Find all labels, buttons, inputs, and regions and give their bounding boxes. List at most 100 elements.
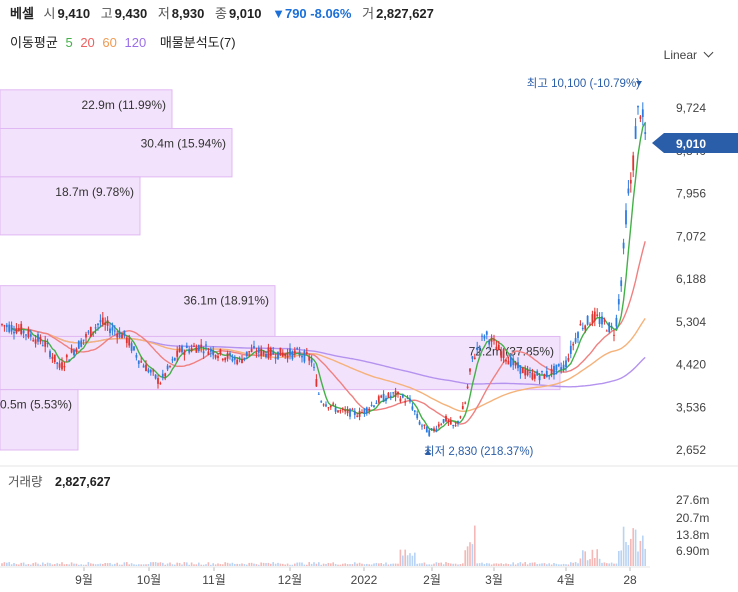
- volume-bar: [486, 563, 488, 566]
- volume-bar: [562, 563, 565, 566]
- volume-bar: [346, 564, 349, 566]
- moving-average-label[interactable]: 이동평균: [10, 35, 58, 50]
- volume-bar: [212, 563, 214, 566]
- volume-bar: [620, 550, 622, 566]
- volume-bar: [104, 563, 106, 566]
- candle: [46, 338, 49, 348]
- candle: [425, 426, 428, 433]
- candle: [161, 369, 164, 381]
- candle: [13, 325, 15, 340]
- volume-profile-label[interactable]: 매물분석도(7): [159, 35, 236, 50]
- candle: [51, 353, 54, 363]
- volume-bar: [198, 562, 200, 566]
- volume-bar: [306, 564, 308, 566]
- volume-bar: [30, 564, 32, 566]
- volume-bar: [68, 564, 70, 566]
- candle: [358, 407, 361, 421]
- volume-bar: [286, 563, 289, 566]
- candle: [207, 348, 210, 356]
- candle: [257, 345, 260, 358]
- volume-bar: [483, 563, 486, 566]
- volume-bar: [493, 563, 495, 566]
- volume-bar: [159, 562, 162, 566]
- candle: [173, 357, 176, 362]
- volume-bar: [121, 564, 123, 566]
- candle: [169, 365, 171, 369]
- candle: [101, 311, 104, 327]
- candle: [644, 121, 647, 140]
- candle: [641, 102, 644, 126]
- candle: [373, 404, 375, 408]
- candle: [121, 332, 123, 339]
- min-marker-icon: [425, 449, 431, 455]
- y-tick-label: 2,652: [676, 443, 706, 457]
- candle: [123, 330, 126, 339]
- ma20-label[interactable]: 20: [80, 35, 95, 50]
- volume-bar: [579, 558, 582, 566]
- volume-bar: [570, 562, 572, 566]
- volume-bar: [354, 562, 356, 566]
- candle: [579, 320, 582, 326]
- candle: [284, 353, 287, 359]
- candle: [166, 363, 169, 372]
- volume-bar: [414, 552, 416, 566]
- low-value: 8,930: [171, 6, 205, 21]
- candle: [265, 350, 267, 359]
- candle: [593, 307, 596, 327]
- candle: [339, 409, 342, 414]
- candle: [401, 393, 404, 399]
- volume-bar: [402, 555, 404, 566]
- volume-bar: [584, 551, 586, 566]
- volume-bar: [205, 564, 207, 566]
- volume-bar: [565, 564, 567, 566]
- candle: [298, 346, 301, 358]
- scale-mode-dropdown[interactable]: Linear: [664, 47, 714, 62]
- volume-bar: [39, 564, 42, 566]
- volume-profile-bar: [0, 389, 79, 451]
- volume-bar: [46, 562, 49, 566]
- volume-bar: [471, 544, 474, 566]
- candle: [605, 329, 608, 332]
- volume-bar: [502, 564, 505, 566]
- candle: [361, 409, 363, 414]
- candle: [603, 317, 606, 325]
- candle: [382, 390, 385, 403]
- volume-bar: [246, 564, 248, 566]
- candle: [553, 363, 555, 380]
- volume-bar: [361, 563, 363, 566]
- candle: [128, 334, 131, 348]
- x-tick-label: 9월: [75, 573, 93, 587]
- candle: [41, 340, 44, 347]
- candle: [394, 387, 397, 402]
- high-label: 고: [100, 6, 113, 21]
- volume-bar: [260, 562, 262, 566]
- volume-bar: [258, 564, 260, 566]
- candle: [27, 326, 30, 339]
- candle: [329, 405, 332, 410]
- ma60-label[interactable]: 60: [102, 35, 117, 50]
- candle: [214, 354, 217, 360]
- y-tick-label: 9,724: [676, 101, 706, 115]
- candle: [313, 363, 315, 371]
- volume-bar: [426, 564, 428, 566]
- volume-bar: [106, 563, 109, 566]
- x-tick-label: 10월: [137, 573, 161, 587]
- candle: [73, 348, 75, 358]
- candle: [521, 367, 524, 374]
- candle: [608, 321, 611, 334]
- volume-bar: [498, 563, 500, 566]
- ma120-label[interactable]: 120: [124, 35, 147, 50]
- volume-bar: [20, 562, 22, 566]
- candle: [440, 422, 443, 426]
- volume-bar: [534, 562, 536, 566]
- volume-bar: [466, 546, 469, 566]
- candle: [473, 353, 476, 360]
- candle: [581, 322, 584, 331]
- volume-bar: [164, 564, 166, 566]
- volume-bar: [630, 538, 632, 566]
- candle: [481, 333, 483, 342]
- ma5-label[interactable]: 5: [65, 35, 73, 50]
- candle: [337, 410, 339, 413]
- candle: [205, 341, 207, 351]
